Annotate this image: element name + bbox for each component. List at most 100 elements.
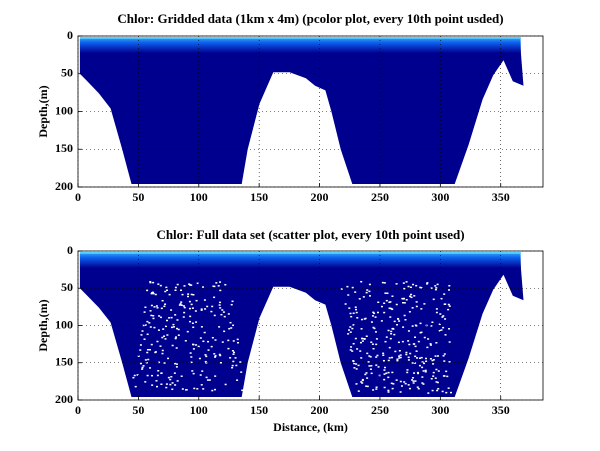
speckle [399, 391, 402, 393]
speckle [407, 384, 410, 386]
x-tick-label: 350 [492, 190, 510, 204]
speckle [158, 361, 161, 364]
speckle [365, 372, 368, 374]
speckle [183, 285, 186, 287]
y-axis-label: Depth,(m) [36, 299, 50, 351]
speckle [443, 353, 446, 355]
speckle [423, 362, 426, 365]
speckle [159, 316, 162, 319]
speckle [146, 351, 149, 354]
speckle [411, 307, 414, 309]
speckle [346, 285, 349, 288]
speckle [370, 365, 373, 367]
speckle [134, 385, 137, 388]
speckle [422, 370, 425, 372]
speckle [154, 351, 157, 354]
speckle [409, 286, 412, 289]
speckle [387, 359, 390, 362]
speckle [382, 352, 385, 355]
speckle [417, 387, 420, 390]
speckle [372, 311, 375, 314]
speckle [207, 349, 210, 351]
speckle [383, 386, 386, 389]
speckle [228, 327, 231, 330]
speckle [421, 361, 424, 363]
speckle [144, 324, 147, 326]
speckle [388, 357, 391, 359]
speckle [180, 304, 183, 306]
speckle [177, 334, 180, 336]
speckle [161, 299, 164, 302]
speckle [403, 381, 406, 383]
speckle [218, 304, 221, 306]
speckle [156, 307, 159, 309]
speckle [407, 285, 410, 288]
x-tick-label: 150 [250, 403, 268, 417]
speckle [155, 305, 158, 307]
speckle [365, 335, 368, 337]
speckle [211, 305, 214, 308]
x-tick-label: 100 [190, 403, 208, 417]
speckle [146, 374, 149, 377]
speckle [203, 331, 206, 334]
speckle [150, 343, 153, 346]
speckle [353, 367, 356, 369]
speckle [432, 375, 435, 377]
speckle [382, 359, 385, 362]
speckle [391, 308, 394, 311]
speckle [169, 383, 172, 386]
speckle [214, 388, 217, 391]
speckle [361, 337, 364, 340]
speckle [149, 280, 152, 283]
speckle [424, 369, 427, 372]
speckle [355, 311, 358, 314]
speckle [436, 381, 439, 384]
speckle [229, 321, 232, 324]
speckle [449, 391, 452, 394]
speckle [148, 349, 151, 351]
speckle [352, 342, 355, 345]
speckle [438, 323, 441, 326]
surface-band [80, 37, 521, 53]
speckle [403, 287, 406, 290]
speckle [391, 327, 394, 330]
speckle [371, 343, 374, 345]
speckle [213, 285, 216, 288]
speckle [139, 344, 142, 346]
speckle [176, 380, 179, 382]
speckle [441, 390, 444, 393]
speckle [217, 285, 220, 287]
speckle [383, 311, 386, 314]
speckle [174, 384, 177, 386]
speckle [171, 388, 174, 391]
speckle [160, 383, 163, 386]
speckle [432, 298, 435, 301]
speckle [355, 368, 358, 370]
speckle [198, 357, 201, 360]
speckle [150, 292, 153, 295]
speckle [420, 331, 423, 334]
speckle [390, 382, 393, 385]
speckle [163, 305, 166, 308]
speckle [370, 321, 373, 323]
speckle [170, 326, 173, 329]
speckle [168, 293, 171, 296]
speckle [447, 387, 450, 389]
speckle [388, 307, 391, 310]
speckle [351, 350, 354, 352]
speckle [150, 304, 153, 307]
speckle [396, 323, 399, 326]
speckle [174, 289, 177, 292]
speckle [157, 369, 160, 372]
speckle [417, 340, 420, 343]
speckle [164, 290, 167, 293]
speckle [357, 390, 360, 392]
speckle [143, 338, 146, 340]
speckle [362, 296, 365, 298]
speckle [415, 301, 418, 303]
speckle [186, 330, 189, 333]
speckle [188, 320, 191, 323]
speckle [427, 392, 430, 394]
speckle [360, 280, 363, 283]
speckle [421, 382, 424, 384]
